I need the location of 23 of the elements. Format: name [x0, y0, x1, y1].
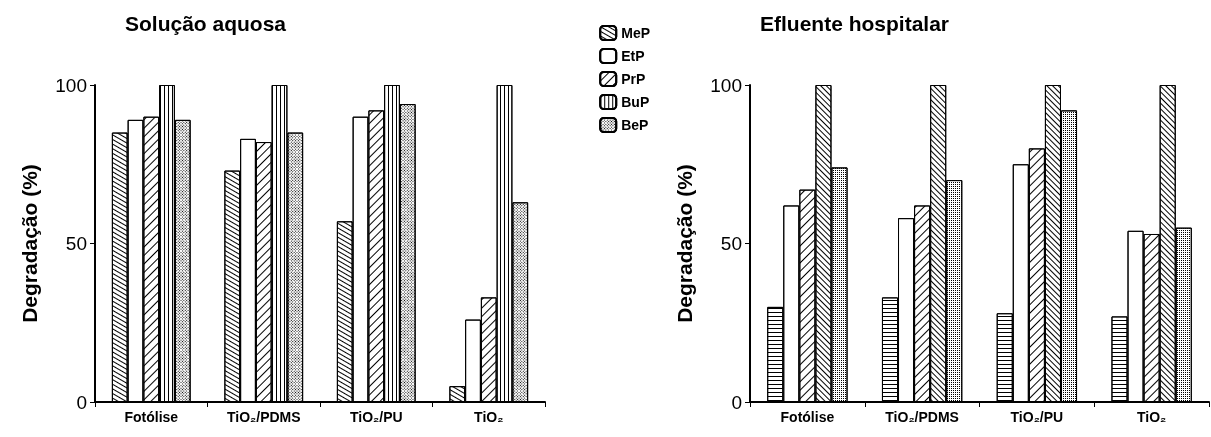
- x-tick-label: TiO₂/PU: [349, 409, 403, 425]
- legend-label: BuP: [621, 94, 650, 110]
- x-tick-label: TiO₂: [1136, 409, 1167, 425]
- x-tick-label: Fotólise: [124, 409, 179, 425]
- x-tick-label: TiO₂/PDMS: [226, 409, 301, 425]
- y-tick-label: 0: [76, 391, 87, 413]
- legend-label: BeP: [621, 117, 649, 133]
- legend-label: PrP: [621, 71, 646, 87]
- y-tick-label: 100: [710, 74, 742, 96]
- y-tick-label: 50: [720, 233, 742, 254]
- x-tick-label: TiO₂/PU: [1010, 409, 1064, 425]
- y-axis-title: Degradação (%): [673, 164, 696, 323]
- x-tick-label: TiO₂/PDMS: [885, 409, 959, 425]
- y-tick-label: 100: [55, 74, 87, 96]
- x-tick-label: TiO₂: [474, 409, 504, 425]
- y-tick-label: 50: [65, 233, 87, 254]
- legend-label: MeP: [621, 25, 651, 41]
- legend-label: EtP: [621, 48, 645, 64]
- y-tick-label: 0: [731, 391, 742, 413]
- y-axis-title: Degradação (%): [18, 164, 41, 323]
- chart-title: Efluente hospitalar: [760, 12, 950, 35]
- chart-title: Solução aquosa: [125, 12, 287, 35]
- x-tick-label: Fotólise: [780, 409, 835, 425]
